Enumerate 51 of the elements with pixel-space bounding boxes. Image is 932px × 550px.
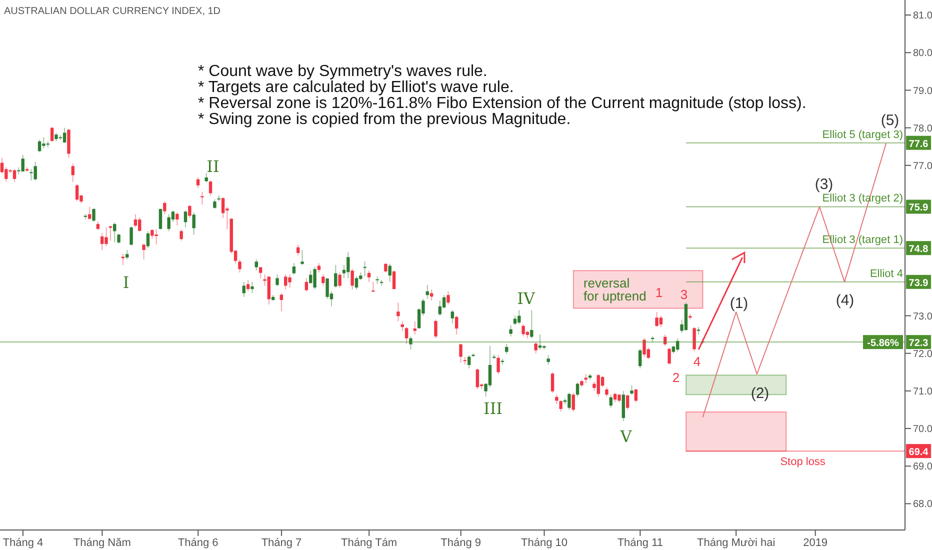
x-tick-label: Tháng Mười hai [697, 536, 776, 549]
x-tick-label: Tháng 11 [617, 536, 664, 549]
y-tick-label: 79.0 [913, 86, 932, 97]
annotation: 72.3 [908, 338, 929, 350]
annotation: 77.6 [908, 138, 929, 150]
y-tick-label: 72.0 [913, 348, 932, 360]
y-tick-label: 77.0 [913, 160, 932, 172]
annotation: (2) [750, 385, 770, 402]
annotation: 75.9 [908, 202, 929, 214]
annotation: (1) [730, 295, 748, 312]
x-tick-label: Tháng 10 [521, 536, 568, 549]
annotation: * Reversal zone is 120%-161.8% Fibo Extension of the Current magnitude (stop loss). [198, 95, 806, 112]
annotation: III [484, 399, 502, 418]
y-tick-label: 78.0 [913, 123, 932, 134]
annotation: (3) [814, 176, 834, 193]
annotation: I [122, 273, 130, 292]
annotation: (4) [836, 292, 854, 309]
annotation: V [619, 427, 632, 446]
ref-line-label: Elliot 5 (target 3) [822, 128, 903, 141]
annotation: (5) [880, 112, 900, 129]
y-tick-label: 81.0 [913, 10, 932, 22]
ref-line-label: Elliot 4 [870, 268, 903, 280]
annotation: IV [517, 289, 536, 308]
annotation: 73.9 [908, 278, 929, 289]
x-tick-label: Tháng 4 [2, 536, 44, 549]
annotation: II [206, 157, 220, 176]
y-tick-label: 71.0 [913, 386, 932, 398]
x-tick-label: 2019 [803, 536, 828, 549]
annotation: 2 [672, 370, 680, 385]
band-label: reversal for uptrend [583, 276, 646, 304]
annotation: * Count wave by Symmetry's waves rule. [198, 63, 488, 80]
x-tick-label: Tháng 7 [261, 536, 302, 549]
annotation: * Targets are calculated by Elliot's wave rule. [198, 79, 514, 96]
annotation: * Swing zone is copied from the previous Magnitude. [198, 111, 571, 128]
x-tick-label: Tháng 6 [178, 536, 218, 549]
x-tick-label: Tháng Tám [341, 536, 398, 549]
text: AUSTRALIAN DOLLAR CURRENCY INDEX, 1D [4, 6, 221, 17]
annotation: 1 [655, 285, 663, 300]
annotation: -5.86% [867, 338, 899, 350]
y-tick-label: 70.0 [913, 424, 932, 436]
annotation: 74.8 [908, 244, 929, 256]
x-tick-label: Tháng Năm [73, 536, 131, 549]
y-tick-label: 68.0 [913, 499, 932, 510]
y-tick-label: 69.0 [913, 462, 932, 473]
y-tick-label: 80.0 [913, 48, 932, 60]
annotation: 3 [680, 287, 688, 302]
ref-line-label: Stop loss [780, 456, 826, 468]
x-tick-label: Tháng 9 [440, 536, 482, 549]
annotation: 4 [693, 354, 701, 369]
annotation: 69.4 [908, 447, 929, 458]
y-tick-label: 73.0 [913, 311, 932, 322]
